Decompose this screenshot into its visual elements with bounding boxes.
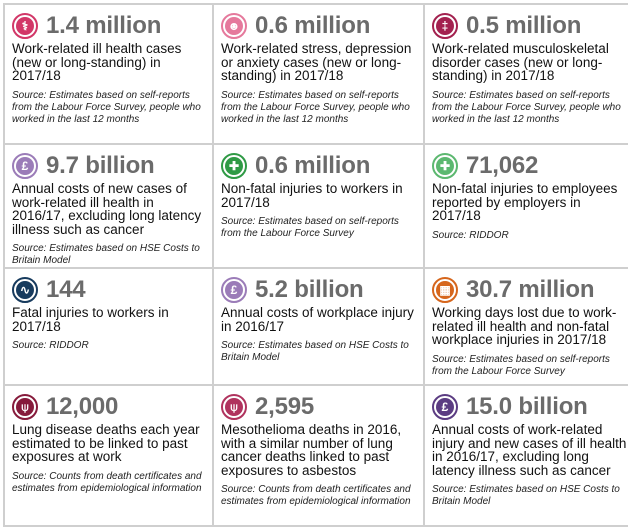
stat-description: Working days lost due to work-related il… bbox=[432, 305, 617, 347]
stat-card: £15.0 billion Annual costs of work-relate… bbox=[425, 386, 628, 525]
icon-glyph: ▦ bbox=[436, 281, 454, 299]
first-aid-cross-icon: ✚ bbox=[432, 153, 458, 179]
stat-description: Non-fatal injuries to workers in 2017/18 bbox=[221, 181, 403, 210]
stat-header: ⍦ 2,595 bbox=[221, 392, 417, 422]
pound-icon: £ bbox=[12, 153, 38, 179]
stat-card: ✚ 0.6 million Non-fatal injuries to worker… bbox=[214, 145, 423, 267]
stat-header: ☻ 0.6 million bbox=[221, 11, 417, 41]
stat-description: Mesothelioma deaths in 2016, with a simi… bbox=[221, 422, 402, 478]
stat-source: Source: Estimates based on self-reports … bbox=[221, 216, 399, 239]
stat-description: Work-related ill health cases (new or lo… bbox=[12, 41, 182, 83]
stat-source: Source: Estimates based on HSE Costs to … bbox=[12, 243, 200, 266]
stat-header: ⚕ 1.4 million bbox=[12, 11, 206, 41]
stat-source: Source: Estimates based on self-reports … bbox=[432, 353, 610, 377]
stat-value: 30.7 million bbox=[466, 276, 595, 303]
stat-description: Work-related musculoskeletal disorder ca… bbox=[432, 41, 609, 83]
stat-header: ✚ 0.6 million bbox=[221, 151, 417, 181]
stat-header: ‡ 0.5 million bbox=[432, 11, 628, 41]
icon-glyph: £ bbox=[225, 281, 243, 299]
lungs-icon: ⍦ bbox=[12, 394, 38, 420]
stethoscope-icon: ⚕ bbox=[12, 13, 38, 39]
icon-glyph: ⍦ bbox=[225, 398, 243, 416]
stat-description: Annual costs of work-related injury and … bbox=[432, 422, 627, 478]
stat-header: £15.0 billion bbox=[432, 392, 628, 422]
stat-value: 0.6 million bbox=[255, 152, 371, 179]
stat-source: Source: Counts from death certificates a… bbox=[12, 470, 202, 494]
stat-value: 12,000 bbox=[46, 393, 119, 420]
stat-source: Source: Estimates based on self-reports … bbox=[432, 89, 621, 125]
stat-value: 9.7 billion bbox=[46, 152, 155, 179]
stat-value: 0.5 million bbox=[466, 12, 582, 39]
stat-card: £5.2 billion Annual costs of workplace in… bbox=[214, 269, 423, 384]
stat-card: ☻ 0.6 million Work-related stress, depress… bbox=[214, 5, 423, 143]
stat-header: £9.7 billion bbox=[12, 151, 206, 181]
icon-glyph: £ bbox=[436, 398, 454, 416]
pound-icon: £ bbox=[221, 277, 247, 303]
stat-header: £5.2 billion bbox=[221, 275, 417, 305]
pound-icon: £ bbox=[432, 394, 458, 420]
stat-description: Annual costs of new cases of work-relate… bbox=[12, 181, 202, 237]
stat-source: Source: RIDDOR bbox=[432, 229, 509, 241]
icon-glyph: ⍦ bbox=[16, 398, 34, 416]
stat-card: ⍦ 12,000 Lung disease deaths each year est… bbox=[5, 386, 212, 525]
head-icon: ☻ bbox=[221, 13, 247, 39]
stat-source: Source: Estimates based on HSE Costs to … bbox=[432, 484, 620, 507]
stat-description: Fatal injuries to workers in 2017/18 bbox=[12, 305, 169, 334]
stat-card: ⚕ 1.4 million Work-related ill health case… bbox=[5, 5, 212, 143]
icon-glyph: ✚ bbox=[436, 157, 454, 175]
stat-description: Work-related stress, depression or anxie… bbox=[221, 41, 412, 83]
stat-value: 1.4 million bbox=[46, 12, 162, 39]
icon-glyph: ✚ bbox=[225, 157, 243, 175]
stat-header: ∿ 144 bbox=[12, 275, 206, 305]
stat-header: ▦ 30.7 million bbox=[432, 275, 628, 305]
stat-description: Annual costs of workplace injury in 2016… bbox=[221, 305, 414, 334]
stat-card: ⍦ 2,595 Mesothelioma deaths in 2016, with … bbox=[214, 386, 423, 525]
icon-glyph: ⚕ bbox=[16, 17, 34, 35]
stat-description: Lung disease deaths each year estimated … bbox=[12, 422, 200, 464]
stat-card: ‡ 0.5 million Work-related musculoskeletal… bbox=[425, 5, 628, 143]
stat-card: ✚ 71,062 Non-fatal injuries to employees r… bbox=[425, 145, 628, 267]
icon-glyph: ‡ bbox=[436, 17, 454, 35]
stat-card: ▦ 30.7 million Working days lost due to wo… bbox=[425, 269, 628, 384]
first-aid-cross-icon: ✚ bbox=[221, 153, 247, 179]
stat-value: 2,595 bbox=[255, 393, 315, 420]
stat-card: £9.7 billion Annual costs of new cases of… bbox=[5, 145, 212, 267]
statistics-grid: ⚕ 1.4 million Work-related ill health case… bbox=[3, 3, 628, 527]
stat-source: Source: Estimates based on HSE Costs to … bbox=[221, 340, 409, 363]
stat-value: 15.0 billion bbox=[466, 393, 588, 420]
stat-description: Non-fatal injuries to employees reported… bbox=[432, 181, 618, 223]
stat-card: ∿ 144 Fatal injuries to workers in 2017/18… bbox=[5, 269, 212, 384]
calendar-icon: ▦ bbox=[432, 277, 458, 303]
stat-value: 71,062 bbox=[466, 152, 539, 179]
stat-source: Source: Estimates based on self-reports … bbox=[12, 89, 201, 125]
stat-source: Source: Counts from death certificates a… bbox=[221, 484, 411, 507]
stat-header: ⍦ 12,000 bbox=[12, 392, 206, 422]
stat-value: 5.2 billion bbox=[255, 276, 364, 303]
stat-source: Source: Estimates based on self-reports … bbox=[221, 89, 410, 125]
icon-glyph: ☻ bbox=[225, 17, 243, 35]
heartbeat-icon: ∿ bbox=[12, 277, 38, 303]
icon-glyph: £ bbox=[16, 157, 34, 175]
stat-header: ✚ 71,062 bbox=[432, 151, 628, 181]
spine-icon: ‡ bbox=[432, 13, 458, 39]
lungs-icon: ⍦ bbox=[221, 394, 247, 420]
icon-glyph: ∿ bbox=[16, 281, 34, 299]
stat-value: 0.6 million bbox=[255, 12, 371, 39]
stat-source: Source: RIDDOR bbox=[12, 340, 89, 351]
stat-value: 144 bbox=[46, 276, 86, 303]
